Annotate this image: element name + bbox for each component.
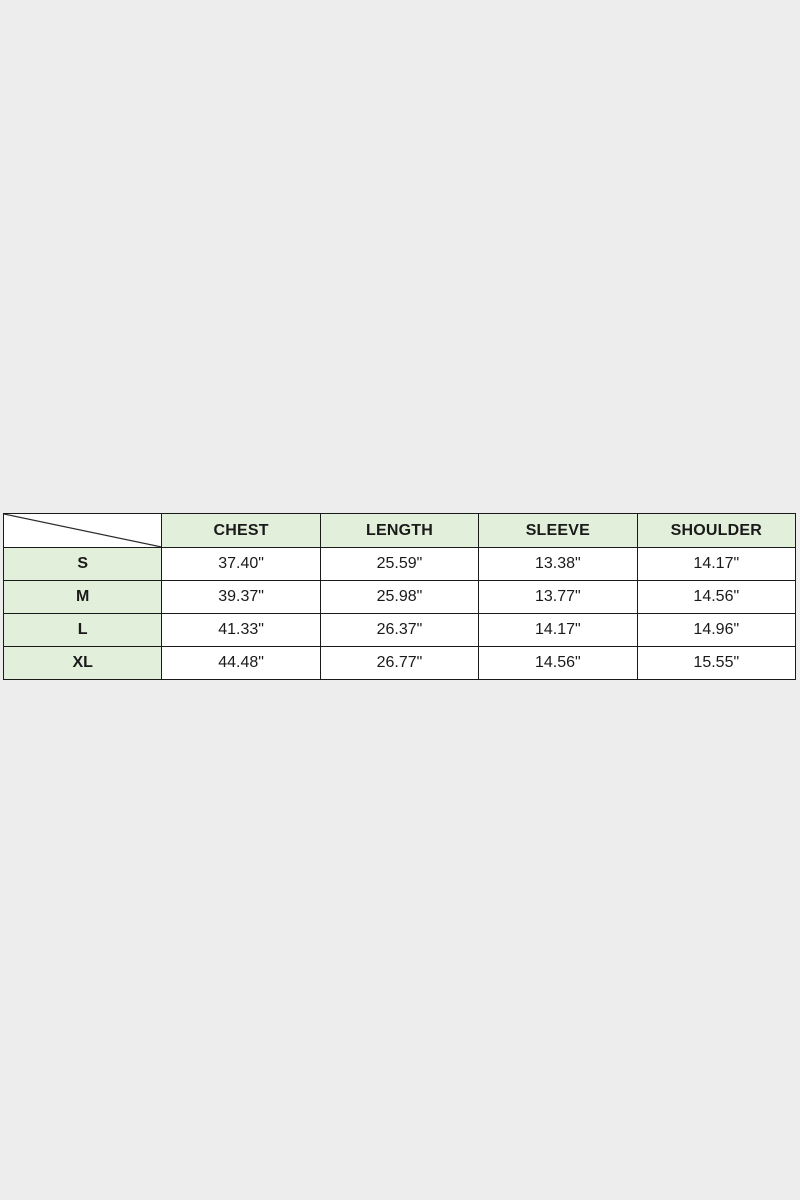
column-header-shoulder: SHOULDER (636, 513, 797, 548)
size-label-xl: XL (2, 646, 163, 680)
size-label-l: L (2, 613, 163, 647)
table-cell: 37.40" (161, 547, 321, 581)
table-cell: 44.48" (161, 646, 321, 680)
size-chart-table: CHEST LENGTH SLEEVE SHOULDER S 37.40" 25… (2, 513, 797, 680)
table-cell: 15.55" (636, 646, 797, 680)
corner-cell (2, 513, 163, 548)
table-cell: 14.17" (478, 613, 638, 647)
column-header-chest: CHEST (161, 513, 321, 548)
table-cell: 25.59" (319, 547, 480, 581)
column-header-length: LENGTH (319, 513, 480, 548)
table-row-xl: XL 44.48" 26.77" 14.56" 15.55" (2, 646, 797, 680)
table-cell: 41.33" (161, 613, 321, 647)
table-row-m: M 39.37" 25.98" 13.77" 14.56" (2, 580, 797, 614)
table-row-s: S 37.40" 25.59" 13.38" 14.17" (2, 547, 797, 581)
table-cell: 14.96" (636, 613, 797, 647)
table-cell: 14.56" (478, 646, 638, 680)
diagonal-divider-icon (4, 514, 161, 547)
table-cell: 25.98" (319, 580, 480, 614)
table-cell: 13.38" (478, 547, 638, 581)
column-header-sleeve: SLEEVE (478, 513, 638, 548)
table-cell: 14.17" (636, 547, 797, 581)
table-cell: 26.77" (319, 646, 480, 680)
table-cell: 26.37" (319, 613, 480, 647)
table-row-l: L 41.33" 26.37" 14.17" 14.96" (2, 613, 797, 647)
table-cell: 14.56" (636, 580, 797, 614)
size-label-s: S (2, 547, 163, 581)
header-row: CHEST LENGTH SLEEVE SHOULDER (2, 513, 797, 548)
table-cell: 39.37" (161, 580, 321, 614)
size-label-m: M (2, 580, 163, 614)
table-cell: 13.77" (478, 580, 638, 614)
